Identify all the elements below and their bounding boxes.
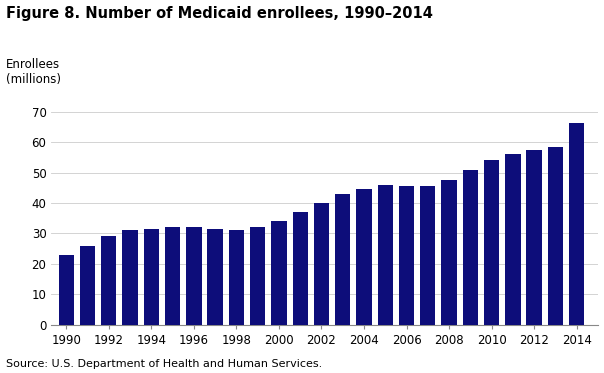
- Bar: [292, 212, 308, 325]
- Bar: [314, 203, 329, 325]
- Bar: [356, 189, 371, 325]
- Bar: [463, 170, 478, 325]
- Bar: [165, 227, 180, 325]
- Bar: [229, 231, 244, 325]
- Bar: [271, 221, 286, 325]
- Bar: [505, 154, 521, 325]
- Bar: [442, 180, 457, 325]
- Text: (millions): (millions): [6, 73, 61, 86]
- Bar: [186, 227, 202, 325]
- Bar: [484, 160, 500, 325]
- Bar: [420, 186, 435, 325]
- Bar: [59, 255, 74, 325]
- Bar: [569, 123, 584, 325]
- Bar: [335, 194, 350, 325]
- Bar: [548, 147, 563, 325]
- Bar: [378, 185, 393, 325]
- Bar: [207, 229, 223, 325]
- Text: Enrollees: Enrollees: [6, 58, 60, 71]
- Bar: [527, 150, 542, 325]
- Bar: [101, 236, 117, 325]
- Text: Figure 8. Number of Medicaid enrollees, 1990–2014: Figure 8. Number of Medicaid enrollees, …: [6, 6, 433, 21]
- Bar: [80, 245, 95, 325]
- Bar: [144, 229, 159, 325]
- Bar: [399, 186, 414, 325]
- Bar: [123, 231, 138, 325]
- Bar: [250, 227, 265, 325]
- Text: Source: U.S. Department of Health and Human Services.: Source: U.S. Department of Health and Hu…: [6, 359, 323, 369]
